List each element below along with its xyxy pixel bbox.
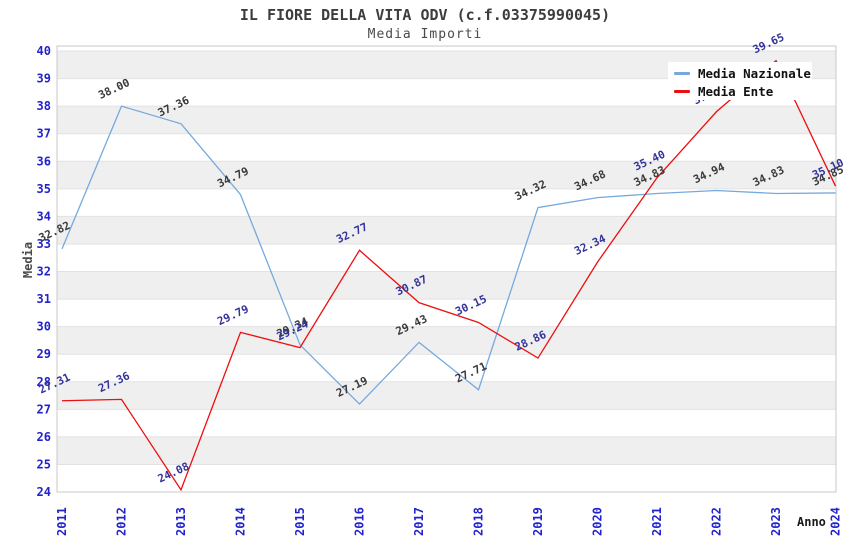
y-tick-label: 37 xyxy=(37,127,51,141)
series-line-media-nazionale xyxy=(61,105,836,406)
legend-line-swatch-red xyxy=(674,89,690,93)
y-tick-label: 28 xyxy=(37,375,51,389)
x-tick-label: 2016 xyxy=(353,507,367,536)
legend-box: Media Nazionale Media Ente xyxy=(668,62,812,100)
x-tick-label: 2015 xyxy=(293,507,307,536)
x-tick-label: 2012 xyxy=(115,507,129,536)
point-label: 29.79 xyxy=(215,302,251,328)
x-tick-label: 2019 xyxy=(531,507,545,536)
grid-band xyxy=(57,326,836,355)
y-tick-label: 39 xyxy=(37,72,51,86)
x-tick-label: 2020 xyxy=(591,507,605,536)
x-tick-label: 2017 xyxy=(412,507,426,536)
x-tick-label: 2013 xyxy=(174,507,188,536)
y-tick-label: 36 xyxy=(37,154,51,168)
x-axis-title: Anno xyxy=(797,515,826,529)
chart-subtitle: Media Importi xyxy=(367,27,483,42)
legend-item-label: Media Ente xyxy=(698,83,774,99)
plot-border xyxy=(56,45,837,493)
legend-item-label: Media Nazionale xyxy=(698,65,811,81)
y-tick-label: 38 xyxy=(37,99,51,113)
grid-band xyxy=(57,271,836,300)
y-tick-label: 29 xyxy=(37,347,51,361)
grid-band xyxy=(57,161,836,189)
y-tick-label: 31 xyxy=(37,292,51,306)
grid-band xyxy=(57,106,836,134)
grid-band xyxy=(57,381,836,410)
x-tick-label: 2023 xyxy=(769,507,783,536)
y-tick-label: 24 xyxy=(37,485,51,499)
y-tick-label: 27 xyxy=(37,402,51,416)
x-tick-label: 2021 xyxy=(650,507,664,536)
y-tick-label: 25 xyxy=(37,457,51,471)
point-label: 38.00 xyxy=(96,76,132,102)
series-line-media-ente xyxy=(61,59,837,492)
x-tick-label: 2024 xyxy=(829,507,843,536)
y-tick-label: 33 xyxy=(37,237,51,251)
legend-item-media-ente: Media Ente xyxy=(674,82,812,100)
x-tick-label: 2022 xyxy=(710,507,724,536)
y-tick-label: 30 xyxy=(37,320,51,334)
grid-band xyxy=(57,216,836,244)
y-tick-label: 35 xyxy=(37,182,51,196)
y-tick-label: 26 xyxy=(37,430,51,444)
y-tick-label: 34 xyxy=(37,209,51,223)
y-tick-label: 40 xyxy=(37,44,51,58)
chart-title: IL FIORE DELLA VITA ODV (c.f.03375990045… xyxy=(239,6,611,24)
legend-item-media-nazionale: Media Nazionale xyxy=(674,64,812,82)
legend-line-swatch-blue xyxy=(674,71,690,75)
x-tick-label: 2011 xyxy=(55,507,69,536)
grid-band xyxy=(57,436,836,465)
y-tick-label: 32 xyxy=(37,265,51,279)
x-tick-label: 2014 xyxy=(234,507,248,536)
x-tick-label: 2018 xyxy=(472,507,486,536)
